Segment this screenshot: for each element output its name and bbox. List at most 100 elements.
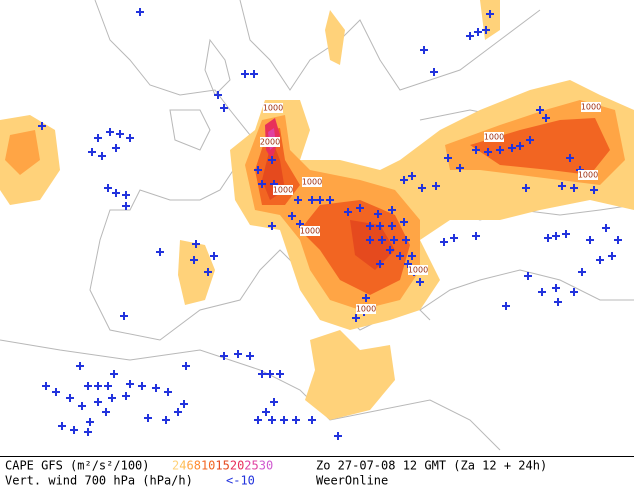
footer-title: CAPE GFS (m²/s²/100)	[5, 459, 150, 473]
wind-marker	[78, 402, 86, 410]
legend-item: 10	[201, 459, 215, 473]
wind-marker	[122, 202, 130, 210]
wind-marker	[430, 68, 438, 76]
valid-time: Zo 27-07-08 12 GMT (Za 12 + 24h)	[316, 459, 547, 473]
wind-marker	[126, 134, 134, 142]
contour-label-box	[273, 185, 293, 195]
wind-marker	[42, 382, 50, 390]
wind-marker	[554, 298, 562, 306]
wind-marker	[280, 416, 288, 424]
legend-item: 30	[259, 459, 273, 473]
wind-marker	[120, 312, 128, 320]
legend-item: 2	[172, 459, 179, 473]
wind-marker	[152, 384, 160, 392]
legend: 2 4 6 8 10 15 20 25 30	[172, 459, 273, 473]
footer-subtitle: Vert. wind 700 hPa (hPa/h)	[5, 474, 193, 488]
wind-marker	[390, 236, 398, 244]
wind-marker	[416, 278, 424, 286]
legend-item: 4	[179, 459, 186, 473]
wind-marker	[268, 222, 276, 230]
wind-marker	[544, 234, 552, 242]
wind-marker	[440, 238, 448, 246]
wind-marker	[268, 156, 276, 164]
legend-item: 15	[215, 459, 229, 473]
wind-marker	[210, 252, 218, 260]
wind-marker	[76, 362, 84, 370]
wind-marker	[136, 8, 144, 16]
wind-marker	[334, 432, 342, 440]
wind-marker	[156, 248, 164, 256]
wind-marker	[396, 252, 404, 260]
wind-marker	[450, 234, 458, 242]
wind-marker	[86, 418, 94, 426]
wind-marker	[94, 382, 102, 390]
wind-marker	[108, 394, 116, 402]
cape-fields	[0, 0, 634, 420]
wind-marker	[104, 382, 112, 390]
wind-marker	[266, 370, 274, 378]
contour-label-box	[408, 265, 428, 275]
wind-marker	[472, 146, 480, 154]
wind-marker	[84, 382, 92, 390]
wind-marker	[52, 388, 60, 396]
wind-marker	[570, 184, 578, 192]
wind-marker	[432, 182, 440, 190]
contour-labels: 1000 2000 1000 1000 1000 1000 1000 1000 1000 1000	[260, 102, 601, 314]
wind-marker	[234, 350, 242, 358]
wind-marker	[386, 246, 394, 254]
wind-marker	[262, 408, 270, 416]
wind-marker	[614, 236, 622, 244]
wind-marker	[116, 130, 124, 138]
wind-marker	[408, 172, 416, 180]
contour-label: 1000	[581, 103, 601, 112]
wind-marker	[70, 426, 78, 434]
wind-marker	[482, 26, 490, 34]
wind-marker	[308, 196, 316, 204]
wind-marker	[104, 184, 112, 192]
wind-marker	[38, 122, 46, 130]
wind-marker	[400, 176, 408, 184]
wind-marker	[112, 189, 120, 197]
wind-marker	[352, 314, 360, 322]
wind-marker	[164, 388, 172, 396]
wind-marker	[566, 154, 574, 162]
wind-marker	[374, 210, 382, 218]
wind-marker	[241, 70, 249, 78]
wind-marker	[162, 416, 170, 424]
wind-marker	[94, 134, 102, 142]
wind-marker	[496, 146, 504, 154]
contour-label-box	[581, 102, 601, 112]
wind-marker	[316, 196, 324, 204]
source: WeerOnline	[316, 474, 388, 488]
wind-marker	[542, 114, 550, 122]
wind-marker	[84, 428, 92, 436]
wind-marker	[508, 144, 516, 152]
wind-marker	[524, 272, 532, 280]
wind-marker	[486, 10, 494, 18]
contour-label: 1000	[300, 227, 320, 236]
wind-marker	[516, 142, 524, 150]
wind-marker	[562, 230, 570, 238]
wind-marker	[294, 196, 302, 204]
contour-label-box	[302, 177, 322, 187]
wind-marker	[220, 352, 228, 360]
wind-marker	[420, 46, 428, 54]
wind-marker	[538, 288, 546, 296]
wind-marker	[590, 186, 598, 194]
contour-label: 1000	[356, 305, 376, 314]
wind-marker	[292, 416, 300, 424]
wind-marker	[366, 236, 374, 244]
wind-marker	[388, 222, 396, 230]
wind-marker	[484, 148, 492, 156]
wind-marker	[98, 152, 106, 160]
contour-label-box	[263, 103, 283, 113]
wind-marker	[182, 362, 190, 370]
wind-marker	[366, 222, 374, 230]
contour-label: 2000	[260, 138, 280, 147]
wind-marker	[378, 236, 386, 244]
wind-marker	[126, 380, 134, 388]
wind-marker	[444, 154, 452, 162]
wind-marker	[558, 182, 566, 190]
contour-label: 1000	[302, 178, 322, 187]
